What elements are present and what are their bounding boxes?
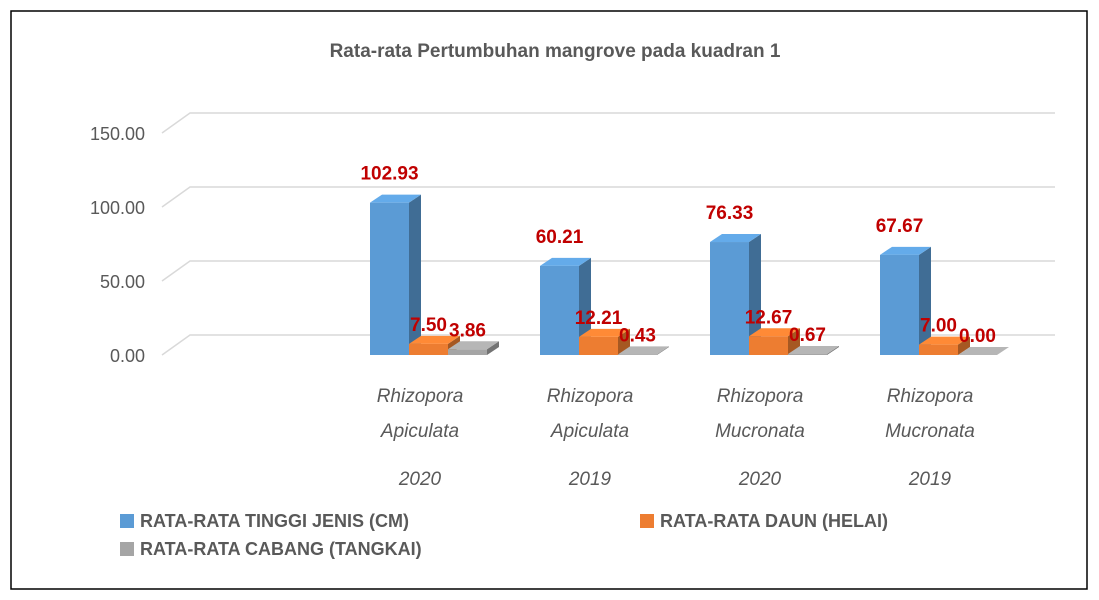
data-label: 76.33 xyxy=(706,203,754,224)
bar-face xyxy=(448,349,487,355)
bar xyxy=(710,234,761,355)
x-tick-label: Rhizopora Mucronata xyxy=(885,386,975,442)
data-label: 60.21 xyxy=(536,227,584,248)
data-label: 0.43 xyxy=(619,325,656,346)
data-label: 7.00 xyxy=(920,316,957,337)
bar-face xyxy=(827,346,839,355)
data-label: 0.67 xyxy=(789,325,826,346)
bar xyxy=(788,346,839,355)
bar-face xyxy=(370,202,409,355)
bar-face xyxy=(409,343,448,355)
y-tick-label: 0.00 xyxy=(110,346,145,366)
x-group-label: 2020 xyxy=(738,469,782,490)
data-label: 7.50 xyxy=(410,315,447,336)
data-label: 3.86 xyxy=(449,320,486,341)
grid-line xyxy=(161,260,1055,282)
bar-face xyxy=(657,346,669,355)
bar xyxy=(919,336,970,355)
bar-face xyxy=(540,257,591,266)
bar-face xyxy=(579,328,630,337)
x-tick-label: Rhizopora Apiculata xyxy=(547,386,634,442)
bar-face xyxy=(880,246,931,255)
bar-face xyxy=(919,344,958,355)
bar xyxy=(579,328,630,355)
bar-face xyxy=(749,336,788,355)
x-tick-label: Rhizopora Apiculata xyxy=(377,386,464,442)
y-tick-label: 50.00 xyxy=(100,272,145,292)
bar xyxy=(540,257,591,355)
grid-line xyxy=(161,112,1055,134)
grid-line xyxy=(161,186,1055,208)
legend-label: RATA-RATA DAUN (HELAI) xyxy=(660,511,888,531)
legend-swatch xyxy=(640,514,654,528)
bar-face xyxy=(448,341,499,350)
data-label: 67.67 xyxy=(876,216,924,237)
x-tick-label: Rhizopora Mucronata xyxy=(715,386,805,442)
bar-face xyxy=(579,336,618,355)
bar xyxy=(958,347,1009,355)
bar-face xyxy=(540,265,579,355)
x-group-label: 2019 xyxy=(568,469,612,490)
bar-face xyxy=(958,336,970,355)
bar-face xyxy=(579,257,591,355)
bar-face xyxy=(409,335,460,344)
bar-face xyxy=(958,347,1009,355)
bar-face xyxy=(618,354,657,355)
bar-face xyxy=(710,242,749,355)
bar-face xyxy=(409,194,421,355)
x-group-label: 2020 xyxy=(398,469,442,490)
bar xyxy=(370,194,421,355)
y-tick-label: 150.00 xyxy=(90,124,145,144)
legend-label: RATA-RATA TINGGI JENIS (CM) xyxy=(140,511,409,531)
x-group-label: 2019 xyxy=(908,469,952,490)
bar-face xyxy=(487,341,499,355)
bar-face xyxy=(919,336,970,345)
legend-label: RATA-RATA CABANG (TANGKAI) xyxy=(140,539,422,559)
data-label: 0.00 xyxy=(959,326,996,347)
bar-face xyxy=(788,354,827,355)
y-tick-label: 100.00 xyxy=(90,198,145,218)
bar xyxy=(880,246,931,355)
chart-title: Rata-rata Pertumbuhan mangrove pada kuad… xyxy=(330,41,781,62)
bar xyxy=(448,341,499,355)
bar xyxy=(618,346,669,355)
bar-face xyxy=(618,346,669,355)
bar-face xyxy=(880,254,919,355)
legend-swatch xyxy=(120,542,134,556)
legend-swatch xyxy=(120,514,134,528)
bar-face xyxy=(370,194,421,203)
bar-face xyxy=(749,328,800,337)
bar-face xyxy=(710,234,761,243)
bar-face xyxy=(788,346,839,355)
bar-face xyxy=(919,246,931,355)
bar-face xyxy=(749,234,761,355)
data-label: 12.67 xyxy=(745,307,793,328)
data-label: 12.21 xyxy=(575,308,623,329)
data-label: 102.93 xyxy=(360,164,418,185)
